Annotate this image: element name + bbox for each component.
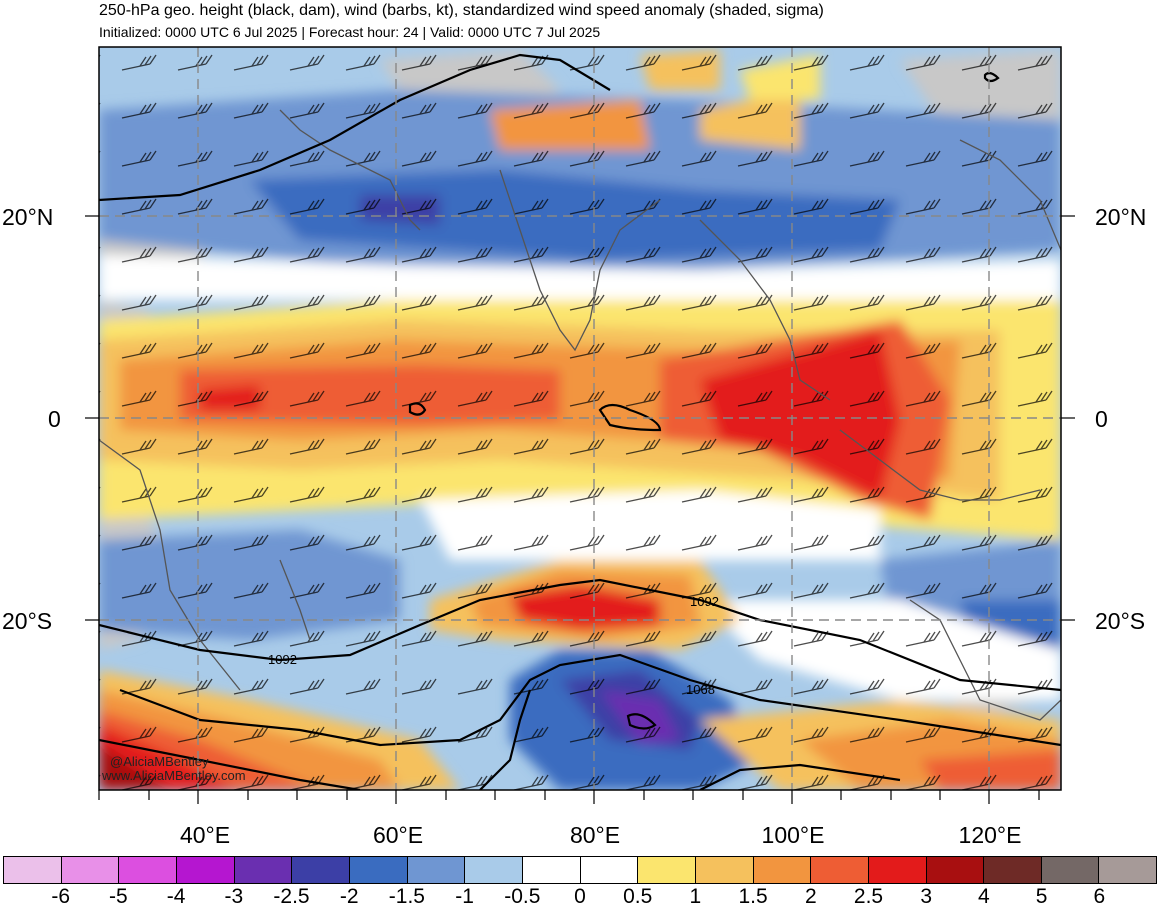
lon-label: 60°E	[372, 822, 424, 848]
colorbar-swatch	[407, 857, 466, 883]
colorbar-swatch	[522, 857, 581, 883]
colorbar-swatch	[4, 857, 62, 883]
colorbar-swatch	[1099, 857, 1157, 883]
graticule	[99, 47, 1061, 790]
colorbar-swatch	[695, 857, 754, 883]
lat-label-left: 20°N	[2, 204, 54, 230]
colorbar-label: -4	[166, 885, 186, 908]
height-contours	[99, 53, 1061, 790]
colorbar-swatch	[753, 857, 812, 883]
colorbar-label: 2	[804, 885, 817, 908]
colorbar-label: -6	[51, 885, 71, 908]
colorbar-label: -5	[109, 885, 128, 908]
colorbar-swatch	[926, 857, 985, 883]
colorbar-swatch	[61, 857, 120, 883]
colorbar-swatch	[1041, 857, 1100, 883]
colorbar-swatch	[580, 857, 639, 883]
colorbar-swatch	[638, 857, 696, 883]
lat-label-left: 0	[48, 406, 61, 432]
lat-label-right: 20°N	[1095, 204, 1147, 230]
colorbar-label: 0	[574, 885, 586, 908]
lat-label-right: 0	[1095, 406, 1108, 432]
axis-ticks	[85, 215, 1075, 804]
credit-url: www.AliciaMBentley.com	[102, 768, 246, 783]
lon-label: 40°E	[179, 822, 231, 848]
map-subtitle: Initialized: 0000 UTC 6 Jul 2025 | Forec…	[99, 24, 601, 40]
colorbar-swatch	[292, 857, 350, 883]
credit-handle: @AliciaMBentley	[110, 754, 209, 769]
colorbar	[3, 856, 1157, 884]
lat-label-left: 20°S	[2, 608, 53, 634]
colorbar-swatch	[868, 857, 927, 883]
colorbar-label: 3	[920, 885, 933, 908]
colorbar-swatch	[119, 857, 177, 883]
colorbar-swatch	[811, 857, 869, 883]
colorbar-swatch	[984, 857, 1042, 883]
colorbar-label: 1.5	[738, 885, 768, 908]
colorbar-label: 1	[689, 885, 702, 908]
lon-label: 100°E	[761, 822, 825, 848]
colorbar-label: 0.5	[623, 885, 653, 908]
lon-label: 80°E	[569, 822, 621, 848]
anomaly-map: 1092 1092 1068	[85, 46, 1075, 804]
lon-label: 120°E	[958, 822, 1022, 848]
contour-label: 1092	[690, 594, 719, 609]
contour-label: 1092	[268, 652, 297, 667]
contour-label: 1068	[686, 682, 715, 697]
colorbar-swatch	[176, 857, 235, 883]
colorbar-label: -3	[224, 885, 244, 908]
colorbar-label: 5	[1035, 885, 1048, 908]
colorbar-label: -1.5	[388, 885, 425, 908]
coastlines	[99, 109, 1061, 721]
colorbar-label: -0.5	[504, 885, 541, 908]
colorbar-swatch	[465, 857, 523, 883]
lat-label-right: 20°S	[1095, 608, 1146, 634]
colorbar-label: -2.5	[273, 885, 310, 908]
colorbar-swatch	[234, 857, 293, 883]
map-title: 250-hPa geo. height (black, dam), wind (…	[99, 2, 824, 19]
colorbar-swatch	[349, 857, 408, 883]
colorbar-label: -1	[455, 885, 474, 908]
colorbar-label: 2.5	[853, 885, 884, 908]
colorbar-label: 4	[978, 885, 990, 908]
colorbar-label: -2	[339, 885, 359, 908]
colorbar-label: 6	[1093, 885, 1106, 908]
